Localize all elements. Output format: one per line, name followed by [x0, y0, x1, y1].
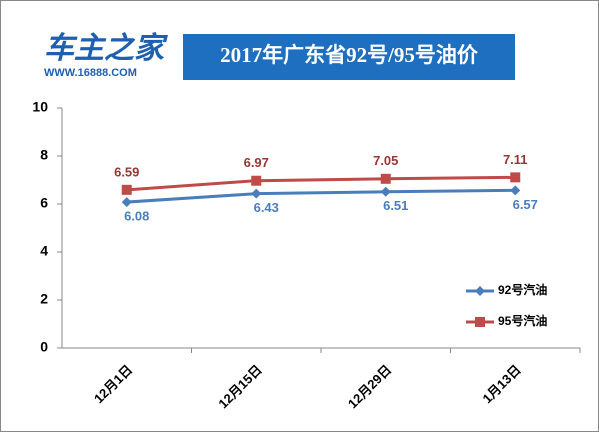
chart-title: 2017年广东省92号/95号油价 [220, 43, 479, 67]
point [121, 197, 132, 208]
value-label: 6.57 [513, 197, 538, 212]
legend-label: 95号汽油 [498, 313, 547, 328]
y-tick-label: 4 [40, 243, 48, 259]
value-label: 6.59 [114, 164, 139, 179]
y-tick-label: 8 [40, 147, 48, 163]
y-tick-label: 10 [32, 99, 48, 115]
point [121, 184, 132, 195]
point [510, 185, 521, 196]
value-label: 6.51 [383, 198, 408, 213]
point [251, 188, 262, 199]
y-tick-label: 6 [40, 195, 48, 211]
title-box [183, 34, 515, 80]
y-tick-label: 2 [40, 291, 48, 307]
series-line [126, 188, 516, 204]
value-label: 6.97 [244, 155, 269, 170]
value-label: 7.05 [373, 153, 398, 168]
series-line [126, 175, 516, 192]
point [251, 175, 262, 186]
point [380, 173, 391, 184]
point [475, 317, 485, 327]
logo-name: 车主之家 [44, 31, 168, 65]
point [380, 186, 391, 197]
value-label: 6.08 [124, 209, 149, 224]
y-tick-label: 0 [40, 339, 48, 355]
point [510, 172, 521, 183]
point [475, 286, 485, 296]
value-label: 6.43 [254, 200, 279, 215]
logo-url: WWW.16888.COM [44, 67, 137, 79]
legend-label: 92号汽油 [498, 282, 547, 297]
value-label: 7.11 [503, 152, 528, 167]
